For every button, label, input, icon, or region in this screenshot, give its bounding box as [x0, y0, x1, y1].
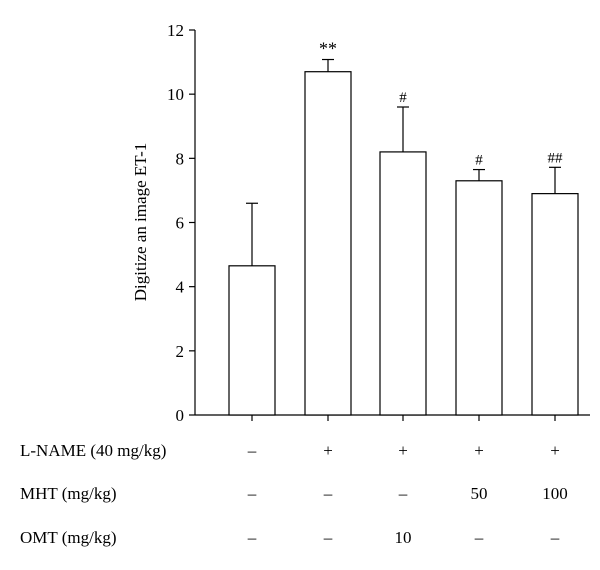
treatment-cell: + — [550, 441, 560, 460]
y-tick-label: 8 — [176, 149, 185, 168]
treatment-row: MHT (mg/kg) – – – 50 100 — [0, 482, 600, 506]
bar — [455, 180, 503, 416]
treatment-cell: – — [474, 528, 484, 547]
treatment-cell: + — [474, 441, 484, 460]
treatment-cell: – — [323, 528, 333, 547]
y-tick-label: 0 — [176, 406, 185, 425]
significance-mark: ** — [319, 39, 337, 59]
y-ticks: 0 2 4 6 8 10 12 — [167, 21, 195, 425]
treatment-cell: 50 — [470, 484, 488, 503]
treatment-cell: 10 — [394, 528, 412, 547]
bars: **## ## — [228, 39, 579, 421]
treatment-label: OMT (mg/kg) — [20, 528, 117, 547]
treatment-cell: – — [247, 484, 257, 503]
treatment-cell: – — [398, 484, 408, 503]
significance-mark: ## — [548, 150, 564, 166]
y-tick-label: 2 — [176, 342, 185, 361]
bar — [304, 71, 352, 416]
bar — [228, 265, 276, 416]
treatment-cell: – — [323, 484, 333, 503]
treatment-label: L-NAME (40 mg/kg) — [20, 441, 167, 460]
treatment-cell: – — [550, 528, 560, 547]
treatment-label: MHT (mg/kg) — [20, 484, 117, 503]
treatment-cell: 100 — [542, 484, 568, 503]
significance-mark: # — [475, 153, 483, 169]
treatment-cell: + — [398, 441, 408, 460]
y-tick-label: 12 — [167, 21, 184, 40]
y-axis-label: Digitize an image ET-1 — [131, 143, 150, 301]
bar — [379, 151, 427, 416]
significance-mark: # — [399, 90, 407, 106]
treatment-row: OMT (mg/kg) – – 10 – – — [0, 526, 600, 550]
treatment-row: L-NAME (40 mg/kg) – + + + + — [0, 439, 600, 463]
y-tick-label: 6 — [176, 214, 185, 233]
y-tick-label: 4 — [176, 278, 185, 297]
treatment-cell: – — [247, 528, 257, 547]
treatment-cell: – — [247, 441, 257, 460]
treatment-cell: + — [323, 441, 333, 460]
bar — [531, 193, 579, 416]
y-tick-label: 10 — [167, 85, 184, 104]
